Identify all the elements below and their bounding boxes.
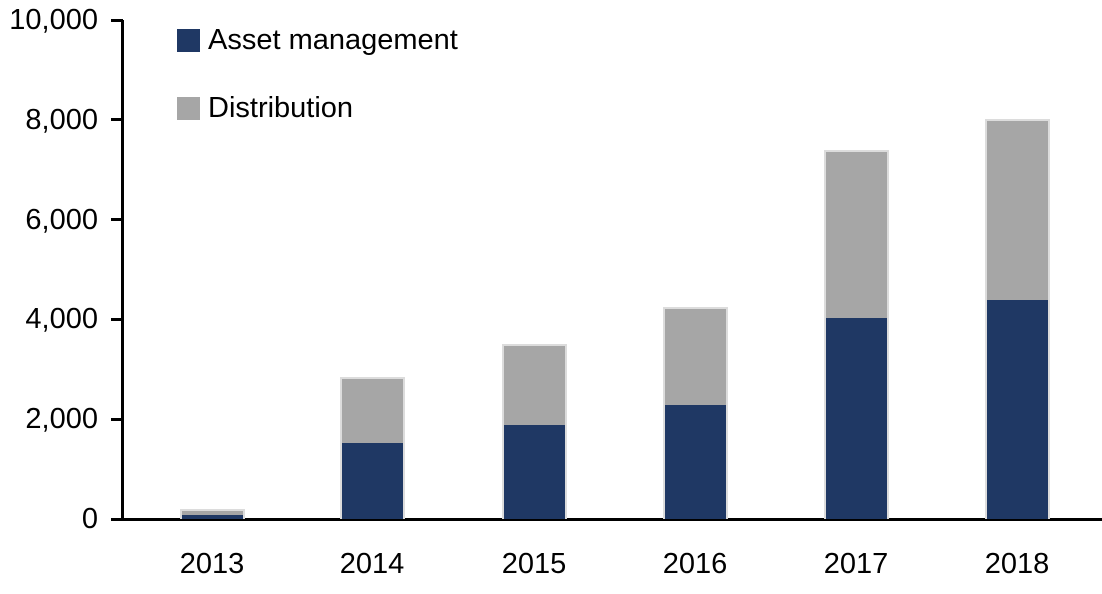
x-axis-line: [111, 518, 1102, 521]
bar-segment-2016-distribution: [664, 309, 726, 406]
x-tick-label-2016: 2016: [662, 548, 728, 580]
y-tick-label: 10,000: [9, 4, 98, 36]
bar-segment-2016-asset-management: [664, 405, 726, 519]
legend-swatch-asset-management: [177, 28, 200, 52]
y-tick-mark: [111, 19, 123, 22]
y-tick-label: 8,000: [25, 104, 98, 136]
legend-label-asset-management: Asset management: [208, 23, 458, 56]
y-tick-label: 6,000: [25, 204, 98, 236]
y-tick-label: 2,000: [25, 403, 98, 435]
x-tick-label-2015: 2015: [501, 548, 567, 580]
bar-stack-2016: [662, 307, 728, 519]
bar-stack-2017: [823, 150, 889, 519]
legend-swatch-distribution: [177, 96, 200, 120]
bar-segment-2017-asset-management: [825, 318, 887, 519]
bar-segment-2014-asset-management: [341, 443, 403, 519]
y-tick-mark: [111, 418, 123, 421]
bar-segment-2015-distribution: [503, 346, 565, 426]
bar-segment-2013-distribution: [181, 511, 243, 515]
x-tick-label-2013: 2013: [179, 548, 245, 580]
legend-label-distribution: Distribution: [208, 91, 354, 124]
x-tick-label-2017: 2017: [823, 548, 889, 580]
y-axis-line: [121, 20, 124, 520]
y-tick-mark: [111, 318, 123, 321]
bar-stack-2018: [984, 119, 1050, 519]
y-tick-label: 4,000: [25, 303, 98, 335]
bar-stack-2014: [339, 377, 405, 519]
bar-segment-2014-distribution: [341, 379, 403, 444]
bar-segment-2015-asset-management: [503, 425, 565, 519]
y-tick-mark: [111, 118, 123, 121]
bar-segment-2018-asset-management: [986, 300, 1048, 519]
bar-segment-2013-asset-management: [181, 515, 243, 519]
bar-segment-2018-distribution: [986, 121, 1048, 301]
y-tick-mark: [111, 218, 123, 221]
legend-item-asset-management: Asset management: [177, 23, 458, 56]
x-tick-label-2018: 2018: [984, 548, 1050, 580]
y-tick-label: 0: [81, 503, 98, 535]
legend-item-distribution: Distribution: [177, 91, 354, 124]
bar-stack-2015: [501, 344, 567, 519]
bar-segment-2017-distribution: [825, 152, 887, 319]
x-tick-label-2014: 2014: [339, 548, 405, 580]
bar-stack-2013: [179, 509, 245, 519]
